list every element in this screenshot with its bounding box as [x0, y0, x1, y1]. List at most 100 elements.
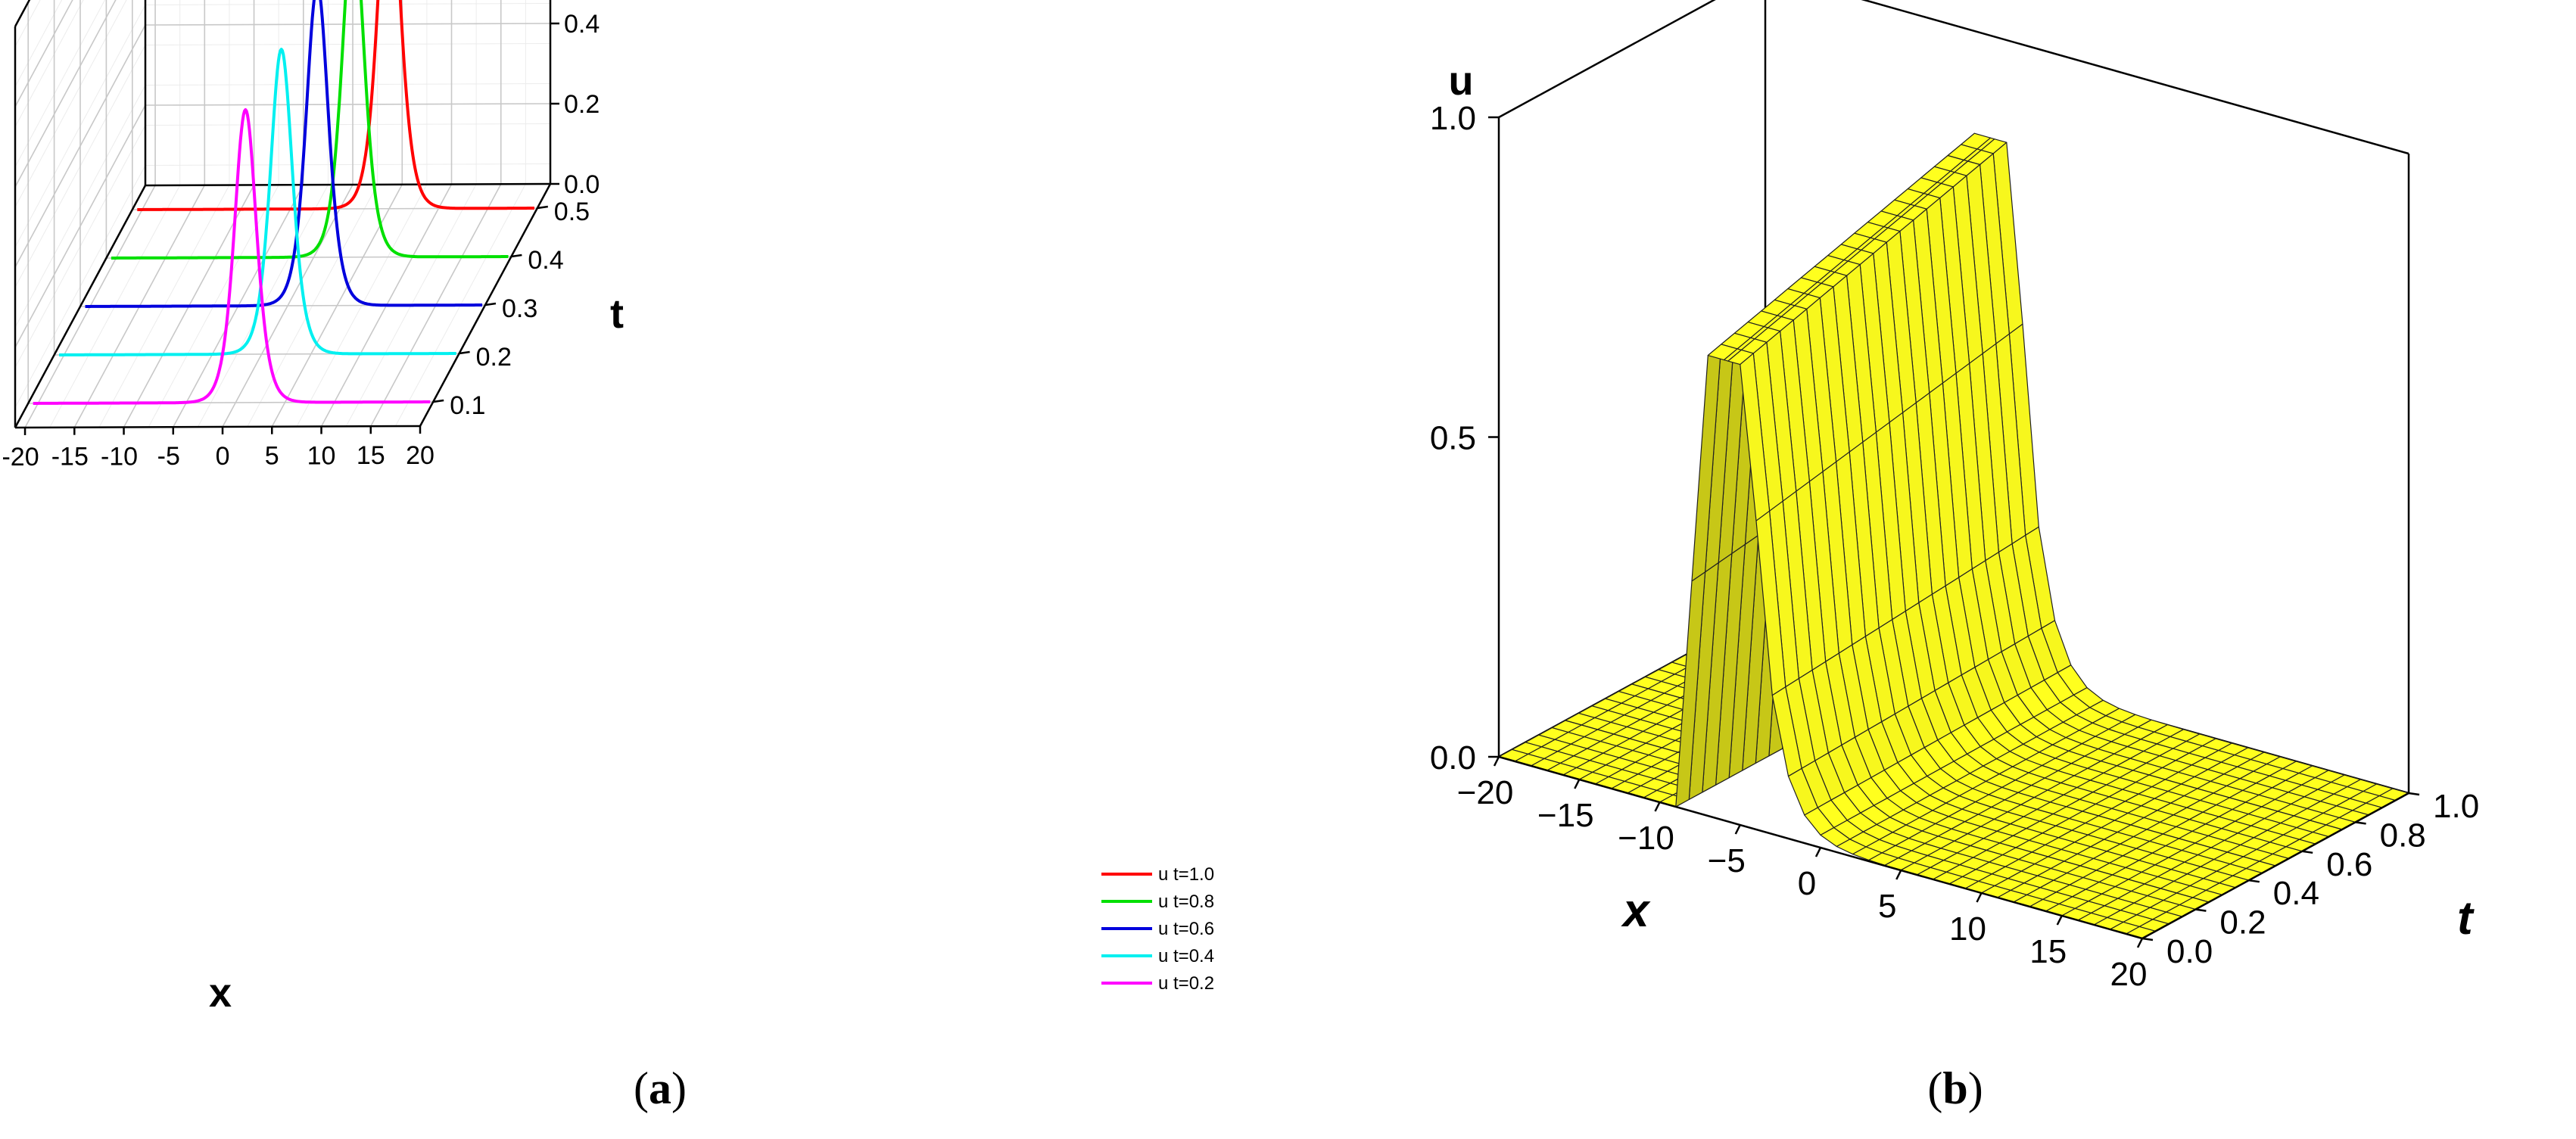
panel-a-t-axis-label: t: [610, 291, 624, 337]
x-tick-label: 5: [1878, 888, 1896, 925]
t-tick-label: 0.6: [2326, 846, 2372, 883]
axis-line: [1498, 0, 1716, 119]
grid-line-minor: [145, 3, 551, 5]
axis-line: [145, 182, 551, 187]
x-tick-mark: [1654, 801, 1661, 812]
panel-a-chart: -20 -15 -10 -5 0 5 10 15 20 0.1 0.2 0.3 0.4 0.50.0 0.2…: [2, 0, 1214, 1016]
panel-a-curves: [33, 0, 535, 405]
caption-a: (a): [634, 1063, 687, 1113]
t-tick-mark: [2248, 879, 2260, 883]
t-tick-mark: [2195, 908, 2207, 912]
x-tick-label: 20: [406, 441, 435, 470]
t-tick-label: 0.4: [528, 246, 563, 275]
x-tick-mark: [2056, 915, 2063, 926]
axis-line: [2141, 792, 2409, 940]
axis-line: [14, 185, 147, 428]
t-tick-label: 0.2: [2219, 904, 2266, 941]
axis-line: [1861, 0, 2409, 155]
series-line: [84, 0, 483, 308]
t-tick-label: 0.4: [2273, 875, 2319, 912]
series-line: [58, 48, 457, 356]
grid-line-minor: [145, 163, 551, 166]
grid-line-minor: [14, 0, 63, 87]
t-tick-label: 1.0: [2433, 788, 2479, 825]
x-tick-label: 0: [1798, 865, 1816, 902]
panel-a-grid: [14, 0, 551, 428]
u-tick-label: 0.5: [1430, 420, 1476, 457]
t-tick-mark: [433, 399, 444, 403]
t-tick-label: 0.2: [476, 343, 512, 372]
caption-b-open: (: [1927, 1063, 1942, 1113]
t-tick-label: 0.1: [450, 391, 485, 420]
x-tick-mark: [1574, 779, 1581, 789]
grid-line: [145, 23, 551, 26]
x-tick-label: 15: [357, 441, 385, 470]
caption-a-letter: a: [649, 1063, 671, 1113]
legend-label: u t=0.4: [1158, 946, 1214, 966]
grid-line-minor: [145, 123, 551, 126]
t-tick-label: 0.0: [2166, 933, 2213, 970]
x-tick-label: −10: [1618, 820, 1674, 857]
legend-label: u t=1.0: [1158, 864, 1214, 885]
t-tick-label: 0.8: [2380, 817, 2426, 854]
panel-b-chart: −20−15−10−5051015200.00.20.40.60.81.00.0…: [1430, 0, 2479, 993]
legend-label: u t=0.8: [1158, 892, 1214, 912]
x-tick-label: 20: [2110, 956, 2148, 993]
u-tick-label: 1.0: [1430, 100, 1476, 137]
panel-b-t-axis-label: t: [2457, 892, 2475, 944]
x-tick-mark: [1895, 870, 1902, 880]
x-tick-mark: [1493, 756, 1500, 767]
panel-a-x-axis-label: x: [209, 970, 232, 1016]
caption-b: (b): [1927, 1063, 1983, 1113]
x-tick-label: −15: [1537, 797, 1594, 834]
x-tick-label: 10: [1949, 910, 1986, 948]
t-tick-mark: [511, 254, 522, 258]
u-tick-label: 0.0: [1430, 739, 1476, 776]
x-tick-mark: [1976, 892, 1983, 903]
panel-b-ticks: −20−15−10−5051015200.00.20.40.60.81.00.0…: [1430, 100, 2479, 993]
grid-line-minor: [145, 43, 551, 45]
grid-line-minor: [14, 0, 41, 47]
panel-b-x-axis-label: x: [1621, 885, 1651, 937]
caption-b-letter: b: [1942, 1063, 1967, 1113]
panel-b-surface: [1498, 132, 2409, 939]
t-tick-mark: [2408, 792, 2420, 796]
caption-a-open: (: [634, 1063, 649, 1113]
t-tick-mark: [2302, 850, 2313, 854]
x-tick-label: −5: [1708, 842, 1746, 879]
x-tick-label: −20: [1457, 774, 1514, 811]
series-line: [111, 0, 509, 260]
axis-line: [14, 425, 421, 429]
x-tick-label: 10: [307, 441, 336, 470]
caption-a-close: ): [671, 1063, 687, 1113]
panel-a-legend: u t=1.0 u t=0.8 u t=0.6 u t=0.4 u t=0.2: [1101, 864, 1214, 994]
grid-line: [14, 0, 73, 107]
panel-a-ticks: -20 -15 -10 -5 0 5 10 15 20 0.1 0.2 0.3 0.4 0.50.0 0.2…: [2, 10, 600, 471]
u-tick-label: 0.4: [564, 10, 600, 39]
x-tick-label: 5: [265, 442, 279, 471]
x-tick-mark: [2136, 938, 2144, 948]
caption-b-close: ): [1968, 1063, 1983, 1113]
series-line: [33, 108, 431, 405]
grid-line: [145, 103, 551, 106]
t-tick-mark: [2355, 821, 2366, 825]
panel-a-axes-box: [14, 0, 552, 429]
x-tick-label: -15: [51, 443, 89, 471]
x-tick-mark: [1734, 824, 1741, 835]
grid-line-minor: [145, 83, 551, 86]
x-tick-mark: [1814, 847, 1822, 857]
u-tick-label: 0.0: [564, 170, 600, 199]
legend-label: u t=0.2: [1158, 973, 1214, 994]
panel-b-u-axis-label: u: [1449, 58, 1474, 104]
u-tick-label: 0.2: [564, 90, 600, 119]
x-tick-label: -10: [101, 442, 138, 471]
t-tick-label: 0.5: [554, 198, 590, 226]
t-tick-mark: [459, 350, 470, 355]
t-tick-label: 0.3: [502, 294, 537, 323]
x-tick-label: 0: [216, 442, 230, 471]
t-tick-mark: [2141, 937, 2154, 941]
t-tick-mark: [537, 205, 548, 210]
x-tick-label: 15: [2029, 933, 2067, 970]
x-tick-label: -20: [2, 443, 39, 471]
